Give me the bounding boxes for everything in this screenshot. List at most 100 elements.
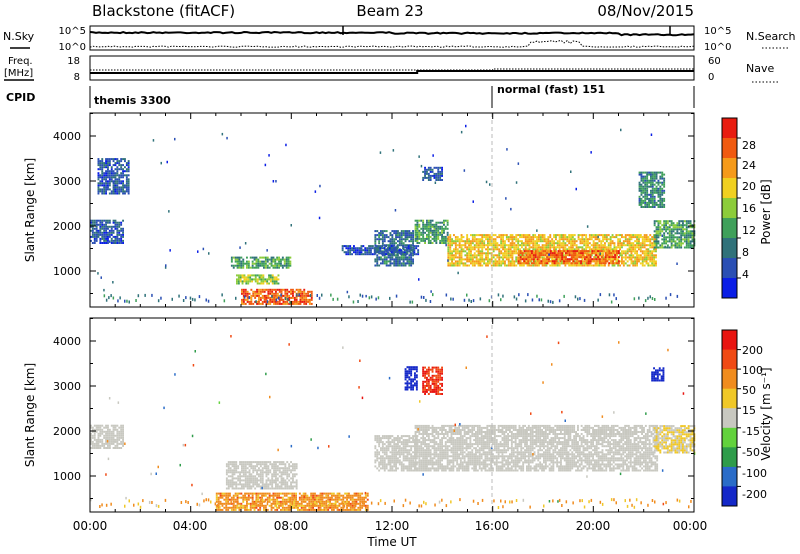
power-cell [650, 195, 652, 198]
velocity-cell [267, 477, 270, 480]
power-cell [628, 264, 631, 267]
velocity-cell [284, 487, 287, 490]
power-cell [672, 228, 675, 231]
velocity-cell [244, 463, 247, 466]
noise-right-tick-bottom: 10^0 [704, 42, 731, 53]
power-cell [385, 234, 388, 237]
power-cell [638, 234, 640, 237]
power-cell [559, 256, 562, 259]
power-cell [588, 252, 591, 255]
velocity-cell [293, 494, 296, 497]
power-cell [127, 182, 130, 185]
power-cell [663, 224, 666, 227]
power-cell [600, 260, 603, 263]
power-cell [273, 300, 275, 303]
velocity-cell [275, 463, 277, 466]
power-scatter-cell [510, 207, 512, 211]
power-cell [580, 256, 582, 259]
power-cell [650, 193, 652, 196]
power-cell [590, 244, 593, 247]
velocity-cell [246, 492, 248, 495]
power-cell [643, 244, 646, 247]
power-cell [571, 246, 574, 249]
power-cell [287, 256, 290, 259]
power-cell [583, 238, 586, 241]
power-cell [587, 250, 590, 253]
power-cell [655, 232, 658, 235]
power-cell [596, 252, 599, 255]
power-cell [538, 244, 540, 247]
velocity-cell [223, 506, 226, 509]
power-cell [247, 266, 250, 269]
power-cell [609, 240, 612, 243]
power-cell [651, 242, 654, 245]
power-cell [632, 250, 635, 253]
power-cell [444, 239, 447, 242]
power-cell [659, 234, 662, 237]
velocity-cell [304, 498, 307, 501]
power-cell [114, 192, 117, 195]
power-cell [502, 242, 504, 245]
power-cell [246, 298, 249, 301]
velocity-cell [240, 506, 243, 509]
power-cell [636, 246, 638, 249]
velocity-cell [293, 469, 296, 472]
power-cell [505, 252, 508, 255]
power-cell [642, 181, 645, 184]
power-cell [581, 258, 584, 261]
velocity-cell [221, 492, 224, 495]
power-cell [105, 160, 107, 163]
power-cell [570, 250, 573, 253]
power-cbar-tick-28: 28 [742, 139, 756, 152]
power-cell [636, 242, 638, 245]
power-cell [643, 240, 646, 243]
power-cell [572, 258, 575, 261]
power-cell [689, 230, 692, 233]
power-cell [90, 223, 92, 226]
power-cell [108, 164, 111, 167]
velocity-cell [116, 436, 119, 439]
power-cell [116, 190, 119, 193]
power-cell [487, 248, 489, 251]
power-cell [682, 242, 684, 245]
velocity-cell [280, 492, 282, 495]
power-cell [536, 246, 538, 249]
power-cell [657, 189, 660, 192]
power-cell [110, 237, 113, 240]
power-cell [112, 231, 115, 234]
power-cell [456, 260, 459, 263]
power-cell [559, 258, 562, 261]
power-cell [621, 256, 623, 259]
power-cell [556, 264, 559, 267]
power-cell [466, 258, 469, 261]
velocity-cell [256, 469, 258, 472]
velocity-cell [263, 463, 266, 466]
power-cell [310, 290, 313, 293]
power-cell [522, 254, 525, 257]
power-y-ticks [90, 113, 694, 294]
power-cell [112, 182, 115, 185]
power-cell [534, 246, 537, 249]
power-cell [595, 250, 598, 253]
power-cell [273, 278, 276, 281]
power-cell [570, 254, 573, 257]
power-cell [275, 300, 277, 303]
power-cell [293, 302, 296, 305]
power-cell [513, 260, 516, 263]
power-cell [588, 264, 591, 267]
velocity-cell [293, 463, 296, 466]
power-cell [655, 262, 657, 265]
power-cell [646, 187, 649, 190]
power-cell [649, 260, 652, 263]
power-cell [638, 171, 641, 174]
power-cell [402, 234, 405, 237]
power-cell [99, 219, 102, 222]
power-cell [651, 238, 654, 241]
power-cell [287, 260, 290, 263]
velocity-cell [281, 508, 284, 511]
power-cell [659, 230, 662, 233]
power-cell [101, 170, 104, 173]
power-cell [427, 179, 430, 181]
velocity-cell [261, 483, 264, 486]
velocity-cell [97, 424, 100, 427]
